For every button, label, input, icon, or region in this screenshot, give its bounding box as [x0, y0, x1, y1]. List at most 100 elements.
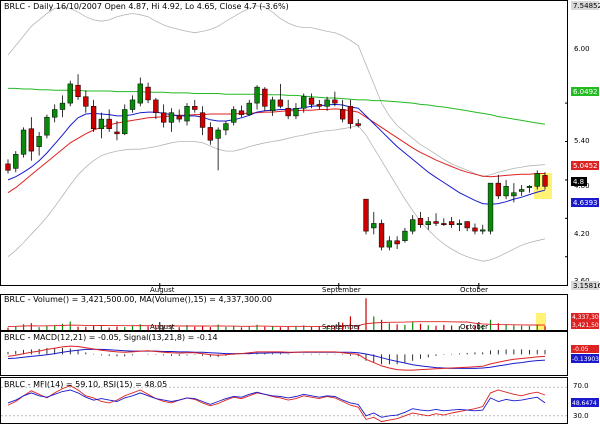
tag-lower-band-bg — [571, 281, 599, 290]
candle-body — [542, 175, 548, 187]
upper-band-line — [7, 5, 546, 178]
candle-body — [223, 123, 229, 131]
rsi-header: BRLC - MFI(14) = 59.10, RSI(15) = 48.05 — [4, 380, 167, 389]
candle-body — [269, 99, 276, 112]
vol-month-label-october: October — [460, 323, 488, 331]
volume-bars — [7, 298, 546, 330]
candle-body — [308, 97, 315, 105]
price-tick-6.00: 6.00 — [574, 45, 590, 53]
rsi-tick-70: 70.0 — [573, 382, 589, 390]
candle-body — [518, 189, 525, 192]
candle-body — [199, 112, 206, 128]
candle-body — [293, 107, 299, 117]
price-header: BRLC - Daily 16/10/2007 Open 4.87, Hi 4.… — [4, 2, 289, 11]
candle-body — [332, 99, 338, 104]
tag-green-ma-bg — [571, 87, 599, 96]
candle-body — [425, 221, 431, 225]
candle-body — [511, 192, 517, 197]
red-ma-line — [7, 108, 545, 194]
tag-blue-ma-bg — [571, 198, 599, 207]
volume-panel-frame — [0, 294, 568, 331]
candlesticks — [5, 74, 548, 251]
candle-body — [59, 102, 66, 110]
candle-body — [355, 123, 361, 126]
candle-body — [238, 110, 245, 115]
tag-macd-bg — [571, 345, 599, 353]
candle-body — [464, 221, 470, 229]
vol-month-label-september: September — [322, 323, 361, 331]
price-panel-frame — [0, 0, 568, 286]
candle-body — [277, 99, 284, 107]
month-label-september: September — [322, 286, 361, 294]
tag-signal: -0.13903 — [572, 356, 599, 363]
candle-body — [363, 198, 369, 232]
blue-ma-line — [7, 103, 546, 205]
month-label-august: August — [150, 286, 175, 294]
candle-body — [394, 240, 400, 245]
candle-body — [215, 129, 221, 139]
candle-body — [254, 86, 260, 104]
candle-body — [20, 129, 27, 155]
candle-body — [192, 106, 198, 110]
price-gridlines — [565, 102, 568, 258]
candle-body — [137, 83, 143, 104]
candle-body — [231, 109, 237, 123]
candle-body — [472, 227, 478, 232]
candle-body — [44, 116, 50, 136]
tag-blue-ma: 4.6393 — [573, 199, 598, 207]
candle-body — [534, 173, 540, 187]
price-tick-5.40: 5.40 — [574, 137, 590, 145]
bollinger-bands — [7, 5, 546, 262]
rsi-line — [7, 389, 546, 418]
moving-averages — [7, 87, 546, 205]
volume-header: BRLC - Volume() = 3,421,500.00, MA(Volum… — [4, 295, 272, 304]
candle-body — [145, 86, 151, 101]
candle-body — [52, 109, 58, 118]
candle-body — [456, 223, 463, 225]
candle-body — [480, 229, 486, 232]
price-tick-4.20: 4.20 — [574, 230, 590, 238]
candle-body — [262, 88, 268, 107]
tag-upper-band-bg — [571, 1, 599, 10]
last-volume-highlight — [536, 313, 546, 330]
tag-close-bg — [571, 177, 587, 186]
tag-rsi: 48.6474 — [572, 400, 597, 407]
tag-red-ma: 5.0452 — [573, 162, 598, 170]
tag-vol-bg — [571, 321, 599, 329]
green-ma-line — [8, 87, 546, 125]
candle-body — [402, 230, 408, 241]
candle-body — [503, 186, 509, 197]
volume-ma-line — [7, 321, 546, 327]
candle-body — [13, 154, 19, 169]
candle-body — [67, 83, 73, 104]
candle-body — [98, 118, 105, 129]
vol-month-label-august: August — [150, 323, 175, 331]
candle-body — [153, 99, 159, 113]
candle-body — [122, 109, 128, 135]
rsi-series — [1, 385, 567, 423]
candle-body — [285, 107, 291, 117]
candle-body — [324, 99, 330, 107]
candle-body — [168, 112, 175, 123]
candle-body — [316, 104, 322, 107]
candle-body — [386, 240, 393, 248]
candle-body — [106, 118, 112, 129]
candle-body — [448, 221, 455, 225]
tag-red-ma-bg — [571, 161, 599, 170]
candle-body — [75, 84, 81, 97]
tag-vol-ma-bg — [571, 313, 599, 321]
candle-body — [339, 109, 346, 120]
tag-rsi-bg — [571, 398, 599, 407]
candle-body — [160, 112, 167, 123]
tag-green-ma: 6.0492 — [573, 88, 598, 96]
candle-body — [114, 131, 120, 135]
candle-body — [207, 127, 214, 141]
candle-body — [487, 182, 494, 232]
candle-body — [83, 96, 89, 107]
macd-line — [7, 345, 546, 371]
rsi-tick-30: 30.0 — [573, 412, 589, 420]
candle-body — [495, 182, 501, 197]
tag-upper-band: 7.54852 — [573, 2, 600, 10]
